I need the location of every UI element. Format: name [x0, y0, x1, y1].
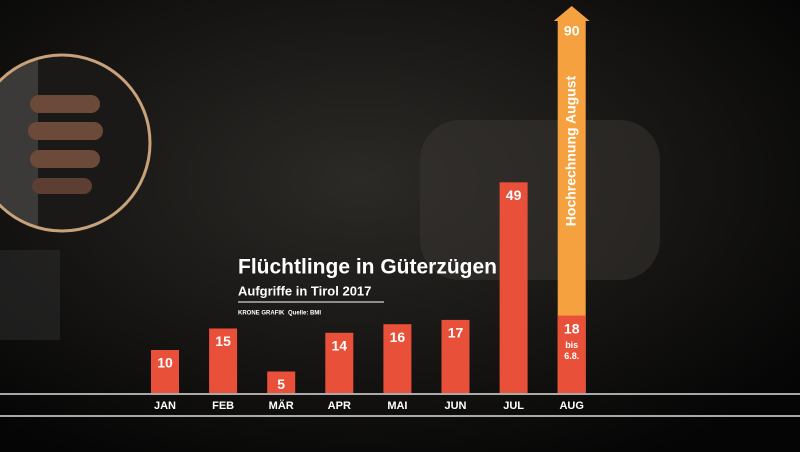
- value-label: 17: [448, 325, 464, 341]
- chart-title: Flüchtlinge in Güterzügen: [238, 256, 497, 279]
- value-label: 90: [564, 23, 580, 39]
- x-tick-label: JUL: [503, 400, 524, 412]
- x-tick-label: FEB: [212, 400, 234, 412]
- value-label: 15: [215, 333, 231, 349]
- x-tick-label: APR: [328, 400, 351, 412]
- bar: [383, 324, 412, 393]
- bar: [557, 315, 586, 393]
- source: Quelle: BMI: [288, 311, 321, 317]
- x-tick-label: AUG: [559, 400, 583, 412]
- x-tick-label: MAI: [387, 400, 407, 412]
- value-label: 18: [564, 320, 580, 336]
- background-shape: [0, 250, 60, 340]
- value-label: 16: [390, 329, 406, 345]
- projection-label: Hochrechnung August: [562, 75, 578, 226]
- bar: [267, 371, 296, 393]
- annotation: bis: [565, 340, 578, 350]
- photo-frame: [0, 53, 152, 233]
- value-label: 5: [277, 376, 285, 392]
- x-tick-label: JUN: [444, 400, 466, 412]
- projection-arrow: [553, 6, 590, 21]
- photo-inset: [0, 55, 150, 231]
- x-tick-label: MÄR: [269, 399, 294, 412]
- credit: KRONE GRAFIK: [238, 311, 285, 317]
- bar: [209, 328, 238, 393]
- chart-subtitle: Aufgriffe in Tirol 2017: [238, 283, 371, 298]
- x-tick-label: JAN: [154, 400, 176, 412]
- annotation: 6.8.: [564, 351, 579, 361]
- value-label: 14: [332, 338, 348, 354]
- value-label: 49: [506, 187, 522, 203]
- bar: [325, 332, 354, 393]
- bar: [441, 319, 470, 393]
- bar: [151, 350, 179, 393]
- background-shape: [420, 120, 660, 280]
- value-label: 10: [157, 355, 173, 371]
- bar: [499, 182, 528, 393]
